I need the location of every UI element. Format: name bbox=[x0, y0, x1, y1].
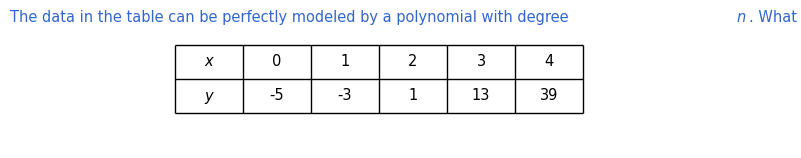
Text: 39: 39 bbox=[540, 88, 558, 103]
Text: n: n bbox=[737, 10, 746, 25]
Text: . What is the value of: . What is the value of bbox=[749, 10, 801, 25]
Text: 1: 1 bbox=[409, 88, 417, 103]
Text: y: y bbox=[205, 88, 213, 103]
Text: 2: 2 bbox=[409, 55, 417, 70]
Text: 1: 1 bbox=[340, 55, 349, 70]
Text: -5: -5 bbox=[270, 88, 284, 103]
Text: The data in the table can be perfectly modeled by a polynomial with degree: The data in the table can be perfectly m… bbox=[10, 10, 574, 25]
Text: 4: 4 bbox=[545, 55, 553, 70]
Text: 0: 0 bbox=[272, 55, 282, 70]
Text: 13: 13 bbox=[472, 88, 490, 103]
Text: -3: -3 bbox=[338, 88, 352, 103]
Text: x: x bbox=[205, 55, 213, 70]
Text: 3: 3 bbox=[477, 55, 485, 70]
